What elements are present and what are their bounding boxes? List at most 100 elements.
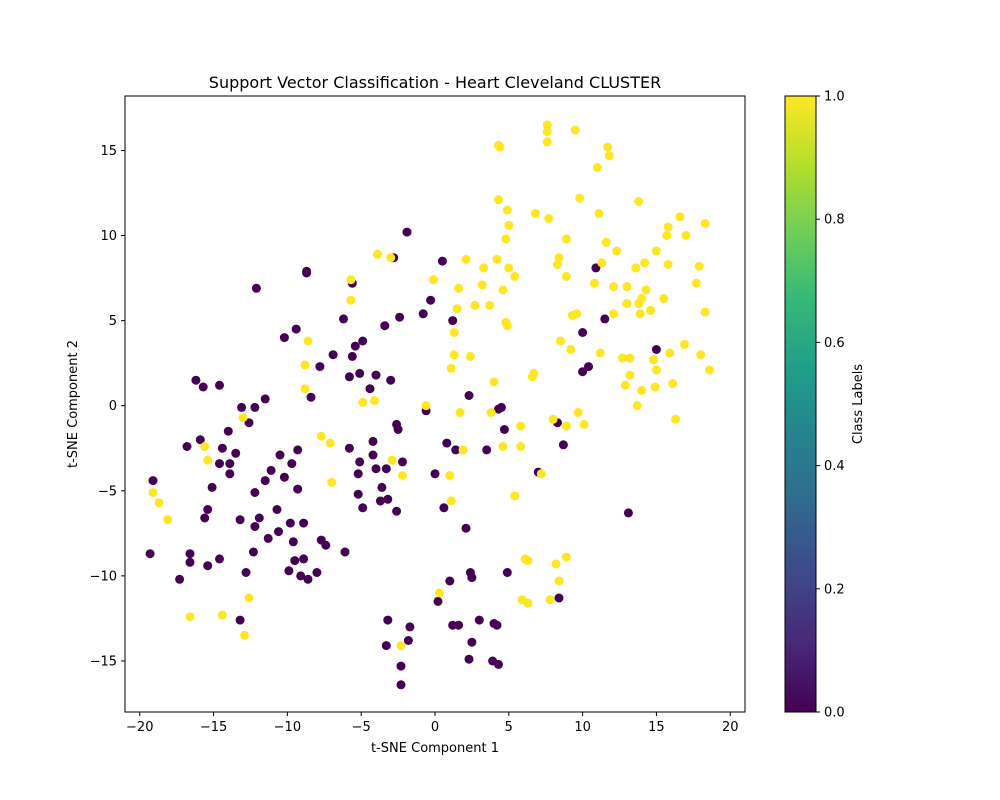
data-point-class-0	[237, 402, 247, 412]
data-point-class-1	[429, 275, 438, 285]
data-point-class-0	[344, 372, 354, 382]
data-point-class-0	[203, 561, 213, 571]
data-point-class-0	[651, 345, 661, 354]
x-tick-label: −10	[274, 720, 301, 735]
data-point-class-0	[148, 476, 158, 486]
data-point-class-1	[696, 350, 706, 360]
data-point-class-1	[398, 471, 407, 480]
data-point-class-0	[499, 425, 509, 434]
data-point-class-1	[154, 498, 164, 508]
data-point-class-1	[238, 413, 248, 423]
data-point-class-0	[293, 484, 303, 494]
data-point-class-1	[561, 552, 571, 562]
y-tick-label: −5	[98, 484, 117, 499]
data-point-class-0	[302, 266, 312, 276]
data-point-class-0	[600, 314, 610, 324]
data-point-class-1	[446, 496, 456, 506]
data-point-class-1	[561, 271, 571, 281]
data-point-class-1	[556, 336, 565, 346]
data-point-class-1	[523, 598, 533, 608]
data-point-class-1	[668, 379, 678, 389]
points-layer	[145, 120, 715, 690]
colorbar-ticks: 0.0 0.2 0.4 0.6 0.8 1.0	[816, 90, 845, 721]
colorbar-title: Class Labels	[851, 364, 866, 444]
data-point-class-0	[288, 537, 298, 547]
data-point-class-1	[680, 339, 689, 349]
data-point-class-1	[434, 588, 444, 598]
data-point-class-0	[191, 375, 201, 385]
data-point-class-0	[368, 450, 378, 460]
x-tick-label: 5	[505, 720, 513, 735]
data-point-class-0	[344, 443, 354, 453]
data-point-class-0	[315, 362, 325, 372]
data-point-class-1	[665, 348, 675, 358]
data-point-class-0	[405, 622, 415, 632]
data-point-class-0	[403, 636, 413, 645]
data-point-class-1	[485, 300, 495, 310]
data-point-class-1	[618, 353, 627, 363]
data-point-class-0	[358, 503, 368, 513]
data-point-class-1	[303, 336, 313, 346]
x-tick-label: 20	[722, 720, 739, 735]
data-point-class-0	[263, 533, 273, 543]
data-point-class-0	[185, 549, 195, 559]
data-point-class-0	[241, 568, 251, 577]
data-point-class-0	[467, 573, 477, 583]
data-point-class-0	[251, 283, 261, 293]
data-point-class-0	[235, 615, 245, 625]
data-point-class-0	[355, 368, 365, 378]
colorbar-tick-label: 0.0	[824, 706, 845, 721]
data-point-class-1	[504, 263, 514, 273]
data-point-class-1	[200, 442, 210, 451]
data-point-class-1	[498, 285, 508, 295]
data-point-class-0	[393, 425, 403, 434]
data-point-class-1	[671, 414, 681, 424]
data-point-class-0	[355, 457, 365, 467]
data-point-class-0	[291, 324, 301, 334]
data-point-class-1	[634, 197, 644, 206]
data-point-class-1	[516, 442, 526, 451]
data-point-class-1	[551, 559, 561, 569]
data-point-class-1	[663, 222, 673, 232]
data-point-class-0	[392, 506, 402, 516]
data-point-class-0	[260, 394, 270, 404]
data-point-class-1	[446, 363, 456, 373]
data-point-class-0	[175, 574, 185, 584]
data-point-class-1	[486, 408, 496, 417]
data-point-class-1	[594, 208, 604, 218]
x-tick-label: −15	[200, 720, 227, 735]
data-point-class-0	[279, 472, 289, 482]
data-point-class-0	[584, 362, 593, 372]
data-point-class-1	[622, 282, 632, 292]
data-point-class-0	[375, 496, 385, 506]
data-point-class-1	[542, 127, 552, 137]
data-point-class-1	[637, 294, 647, 303]
data-point-class-0	[215, 554, 224, 564]
data-point-class-0	[454, 620, 464, 630]
data-point-class-1	[502, 321, 512, 331]
x-tick-label: −20	[126, 720, 153, 735]
data-point-class-0	[296, 571, 306, 581]
data-point-class-1	[148, 488, 158, 497]
data-point-class-1	[452, 304, 462, 314]
data-point-class-0	[386, 375, 396, 385]
data-point-class-0	[461, 523, 471, 533]
data-point-class-0	[358, 336, 368, 346]
y-tick-label: 0	[109, 399, 117, 414]
data-point-class-1	[465, 351, 475, 361]
data-point-class-1	[650, 382, 660, 392]
data-point-class-1	[501, 234, 511, 244]
data-point-class-0	[395, 312, 405, 322]
data-point-class-0	[578, 328, 588, 337]
data-point-class-0	[340, 547, 350, 557]
chart-title: Support Vector Classification - Heart Cl…	[209, 73, 661, 92]
data-point-class-1	[346, 275, 356, 285]
data-point-class-0	[272, 505, 282, 514]
data-point-class-1	[346, 295, 356, 305]
data-point-class-1	[566, 345, 576, 354]
data-point-class-1	[553, 260, 562, 269]
data-point-class-1	[561, 234, 571, 244]
data-point-class-1	[240, 630, 250, 640]
colorbar-tick-label: 0.2	[824, 582, 845, 597]
